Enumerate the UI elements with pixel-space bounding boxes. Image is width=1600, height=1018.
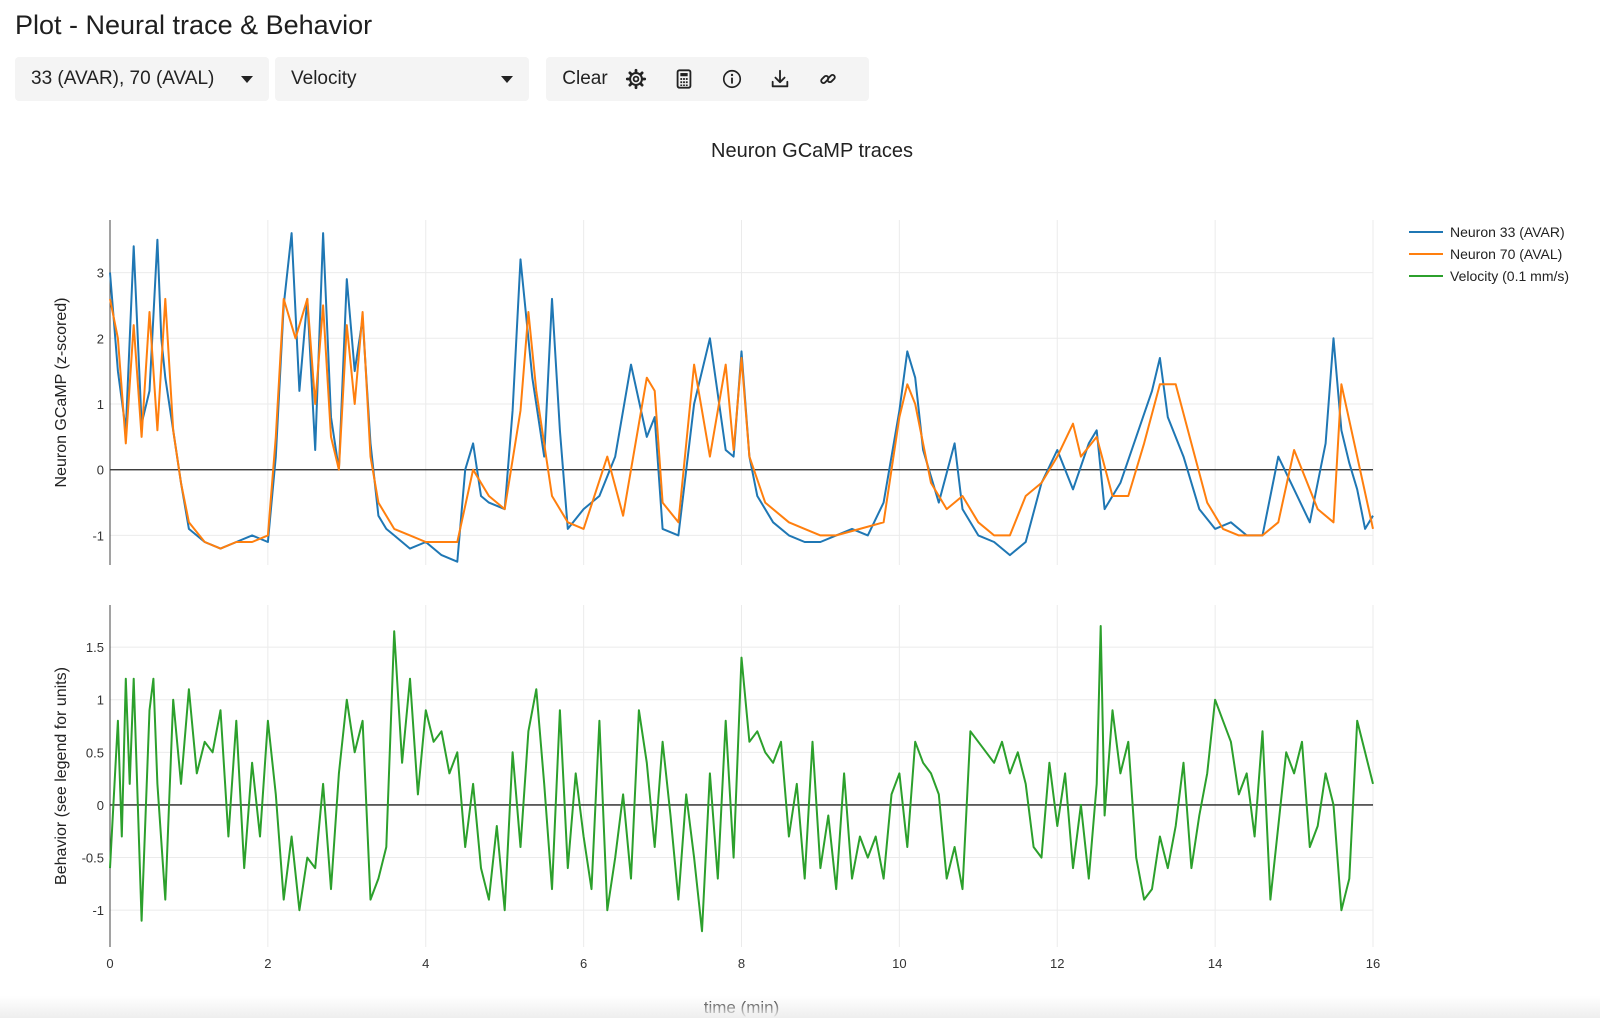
y-tick-label: 1.5 <box>86 640 104 655</box>
behavior-select-value: Velocity <box>291 68 357 89</box>
action-button-group: Clear <box>546 57 869 101</box>
y-tick-label: 2 <box>97 331 104 346</box>
y-tick-label: 3 <box>97 266 104 281</box>
clear-button[interactable]: Clear <box>562 68 608 89</box>
chart-title: Neuron GCaMP traces <box>711 140 913 162</box>
y-tick-label: 1 <box>97 693 104 708</box>
legend-entry: Velocity (0.1 mm/s) <box>1450 268 1569 284</box>
neuron-select-value: 33 (AVAR), 70 (AVAL) <box>31 68 215 89</box>
y-tick-label: 0.5 <box>86 745 104 760</box>
y-tick-label: 0 <box>97 798 104 813</box>
calculator-icon[interactable] <box>672 67 696 91</box>
y-tick-label: 1 <box>97 397 104 412</box>
link-icon[interactable] <box>816 67 840 91</box>
x-tick-label: 2 <box>264 956 271 971</box>
series-line-neuron-33 <box>109 232 1374 563</box>
x-tick-label: 14 <box>1208 956 1222 971</box>
series-line-velocity <box>109 625 1374 933</box>
legend-entry: Neuron 33 (AVAR) <box>1450 224 1565 240</box>
x-tick-label: 10 <box>892 956 906 971</box>
series-line-neuron-70 <box>109 297 1374 550</box>
info-icon[interactable] <box>720 67 744 91</box>
x-tick-label: 6 <box>580 956 587 971</box>
chevron-down-icon <box>241 75 253 83</box>
legend-entry: Neuron 70 (AVAL) <box>1450 246 1562 262</box>
y-axis-label: Behavior (see legend for units) <box>53 667 70 885</box>
y-tick-label: 0 <box>97 463 104 478</box>
x-tick-label: 4 <box>422 956 429 971</box>
behavior-select[interactable]: Velocity <box>275 57 529 101</box>
x-tick-label: 12 <box>1050 956 1064 971</box>
y-axis-label: Neuron GCaMP (z-scored) <box>53 298 70 488</box>
bottom-fade <box>0 996 1600 1018</box>
neuron-select[interactable]: 33 (AVAR), 70 (AVAL) <box>15 57 269 101</box>
chevron-down-icon <box>501 75 513 83</box>
x-tick-label: 0 <box>106 956 113 971</box>
y-tick-label: -1 <box>92 528 104 543</box>
x-tick-label: 8 <box>738 956 745 971</box>
gear-icon[interactable] <box>624 67 648 91</box>
download-icon[interactable] <box>768 67 792 91</box>
x-tick-label: 16 <box>1366 956 1380 971</box>
y-tick-label: -1 <box>92 903 104 918</box>
page-title: Plot - Neural trace & Behavior <box>15 10 373 40</box>
y-tick-label: -0.5 <box>82 851 104 866</box>
